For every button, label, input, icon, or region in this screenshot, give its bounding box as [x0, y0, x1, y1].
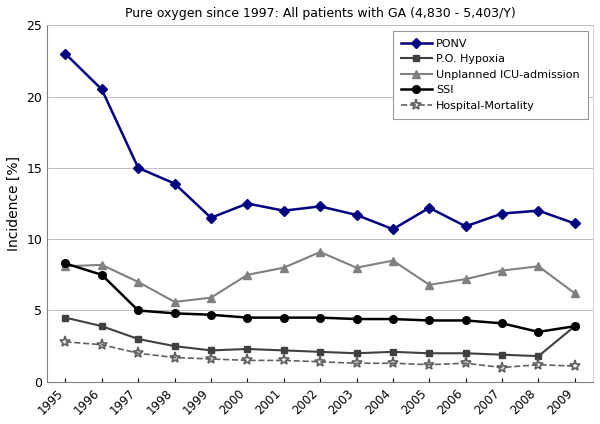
Unplanned ICU-admission [208, 295, 215, 300]
P.O. Hypoxia [317, 349, 324, 354]
Hospital-Mortality [499, 365, 506, 370]
Unplanned ICU-admission [171, 299, 178, 304]
Hospital-Mortality [171, 355, 178, 360]
PONV [462, 224, 469, 229]
Line: PONV: PONV [62, 50, 578, 233]
PONV [244, 201, 251, 206]
SSI [317, 315, 324, 320]
SSI [134, 308, 142, 313]
P.O. Hypoxia [171, 343, 178, 349]
Unplanned ICU-admission [389, 258, 397, 263]
P.O. Hypoxia [535, 354, 542, 359]
P.O. Hypoxia [280, 348, 287, 353]
P.O. Hypoxia [244, 346, 251, 351]
Unplanned ICU-admission [462, 276, 469, 282]
Hospital-Mortality [462, 361, 469, 366]
SSI [571, 324, 578, 329]
PONV [499, 211, 506, 216]
Hospital-Mortality [571, 363, 578, 368]
SSI [535, 329, 542, 335]
P.O. Hypoxia [208, 348, 215, 353]
Hospital-Mortality [244, 358, 251, 363]
PONV [426, 205, 433, 210]
Unplanned ICU-admission [571, 291, 578, 296]
PONV [535, 208, 542, 213]
PONV [134, 165, 142, 170]
Line: SSI: SSI [62, 259, 578, 336]
Line: Unplanned ICU-admission: Unplanned ICU-admission [61, 248, 579, 306]
PONV [62, 51, 69, 56]
Hospital-Mortality [426, 362, 433, 367]
P.O. Hypoxia [571, 324, 578, 329]
Legend: PONV, P.O. Hypoxia, Unplanned ICU-admission, SSI, Hospital-Mortality: PONV, P.O. Hypoxia, Unplanned ICU-admiss… [393, 31, 587, 119]
PONV [208, 215, 215, 220]
Hospital-Mortality [62, 339, 69, 344]
Hospital-Mortality [98, 342, 106, 347]
PONV [98, 87, 106, 92]
Line: Hospital-Mortality: Hospital-Mortality [60, 336, 580, 373]
Hospital-Mortality [353, 361, 360, 366]
Title: Pure oxygen since 1997: All patients with GA (4,830 - 5,403/Y): Pure oxygen since 1997: All patients wit… [125, 7, 515, 20]
P.O. Hypoxia [389, 349, 397, 354]
Unplanned ICU-admission [134, 279, 142, 285]
SSI [499, 321, 506, 326]
SSI [98, 272, 106, 277]
Hospital-Mortality [208, 357, 215, 362]
SSI [353, 316, 360, 321]
SSI [171, 311, 178, 316]
Unplanned ICU-admission [98, 262, 106, 268]
Unplanned ICU-admission [280, 265, 287, 270]
Unplanned ICU-admission [62, 264, 69, 269]
SSI [462, 318, 469, 323]
SSI [208, 312, 215, 317]
PONV [389, 227, 397, 232]
P.O. Hypoxia [62, 315, 69, 320]
SSI [389, 316, 397, 321]
PONV [353, 212, 360, 218]
Unplanned ICU-admission [353, 265, 360, 270]
SSI [62, 261, 69, 266]
P.O. Hypoxia [426, 351, 433, 356]
Hospital-Mortality [317, 359, 324, 364]
PONV [317, 204, 324, 209]
P.O. Hypoxia [98, 324, 106, 329]
Hospital-Mortality [535, 362, 542, 367]
P.O. Hypoxia [134, 337, 142, 342]
Y-axis label: Incidence [%]: Incidence [%] [7, 156, 21, 251]
SSI [244, 315, 251, 320]
SSI [426, 318, 433, 323]
P.O. Hypoxia [462, 351, 469, 356]
Unplanned ICU-admission [499, 268, 506, 273]
SSI [280, 315, 287, 320]
Unplanned ICU-admission [244, 272, 251, 277]
Unplanned ICU-admission [317, 249, 324, 254]
P.O. Hypoxia [499, 352, 506, 357]
Hospital-Mortality [280, 358, 287, 363]
PONV [571, 221, 578, 226]
Hospital-Mortality [134, 351, 142, 356]
PONV [280, 208, 287, 213]
Line: P.O. Hypoxia: P.O. Hypoxia [62, 314, 578, 360]
Hospital-Mortality [389, 361, 397, 366]
Unplanned ICU-admission [535, 264, 542, 269]
P.O. Hypoxia [353, 351, 360, 356]
Unplanned ICU-admission [426, 282, 433, 287]
PONV [171, 181, 178, 186]
